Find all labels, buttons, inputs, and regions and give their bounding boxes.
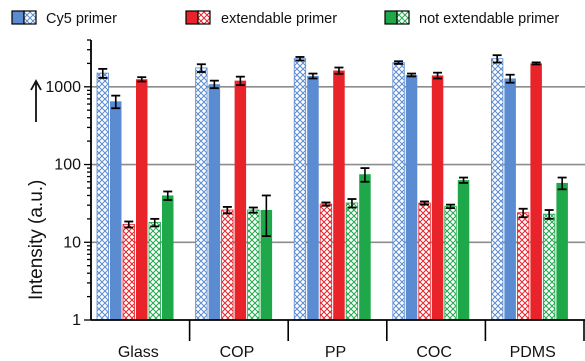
legend-swatch-not-extendable-solid <box>384 10 398 25</box>
legend-swatch-extendable-solid <box>185 10 199 25</box>
x-tick-label-pp: PP <box>325 344 346 361</box>
bar-coc-series-0 <box>392 62 405 321</box>
bar-pdms-series-2 <box>517 212 530 321</box>
axis-layer: 1 10 100 1000 Glass COP PP COC PDMS <box>45 39 585 361</box>
bar-cop-series-5 <box>260 210 273 320</box>
bar-glass-series-5 <box>162 195 174 320</box>
x-tick-label-pdms: PDMS <box>510 344 556 361</box>
bar-glass-series-1 <box>110 101 122 320</box>
bar-pp-series-4 <box>345 202 359 321</box>
legend-item-extendable: extendable primer <box>185 10 337 27</box>
legend-swatch-not-extendable-hatched <box>396 10 410 25</box>
y-tick-label-1: 1 <box>72 312 81 329</box>
x-tick-label-coc: COC <box>416 344 452 361</box>
bar-pp-series-3 <box>333 70 345 320</box>
y-axis-arrow-icon <box>30 79 42 91</box>
bar-pp-series-1 <box>307 75 319 320</box>
y-tick-label-1000: 1000 <box>45 79 81 96</box>
y-axis-title-group: Intensity (a.u.) <box>26 79 47 300</box>
y-tick-label-10: 10 <box>63 234 81 251</box>
bar-coc-series-3 <box>431 75 444 320</box>
bar-pdms-series-1 <box>504 78 516 320</box>
bar-coc-series-1 <box>405 74 418 320</box>
x-tick-label-glass: Glass <box>118 344 159 361</box>
bar-cop-series-2 <box>221 209 234 321</box>
legend-item-not-extendable: not extendable primer <box>384 10 559 27</box>
bar-pp-series-5 <box>359 174 371 320</box>
legend-swatch-extendable-hatched <box>197 10 211 25</box>
bar-pp-series-2 <box>319 203 333 321</box>
bar-glass-series-3 <box>136 79 148 321</box>
legend: Cy5 primer extendable primer not extenda… <box>11 10 559 27</box>
bar-pdms-series-3 <box>530 63 542 320</box>
bar-pdms-series-5 <box>556 182 568 320</box>
bar-cop-series-4 <box>247 209 260 321</box>
legend-label-not-extendable: not extendable primer <box>419 11 559 27</box>
y-tick-label-100: 100 <box>54 157 81 174</box>
bar-coc-series-2 <box>418 202 431 321</box>
bar-coc-series-5 <box>457 180 470 320</box>
bar-cop-series-1 <box>208 84 221 321</box>
bar-pp-series-0 <box>293 58 307 321</box>
bar-cop-series-3 <box>234 80 247 321</box>
bars-layer <box>96 54 568 321</box>
bar-pdms-series-4 <box>543 213 556 321</box>
legend-swatch-cy5-solid <box>11 10 25 25</box>
bar-glass-series-4 <box>148 222 161 321</box>
bar-cop-series-0 <box>195 67 208 321</box>
bar-pdms-series-0 <box>490 58 504 321</box>
y-axis-title: Intensity (a.u.) <box>26 180 47 300</box>
bar-glass-series-2 <box>122 223 135 321</box>
legend-label-cy5: Cy5 primer <box>46 11 117 27</box>
x-tick-label-cop: COP <box>220 344 255 361</box>
legend-swatch-cy5-hatched <box>23 10 37 25</box>
legend-item-cy5: Cy5 primer <box>11 10 117 27</box>
legend-label-extendable: extendable primer <box>221 11 337 27</box>
bar-glass-series-0 <box>96 72 109 321</box>
bar-coc-series-4 <box>444 205 457 321</box>
